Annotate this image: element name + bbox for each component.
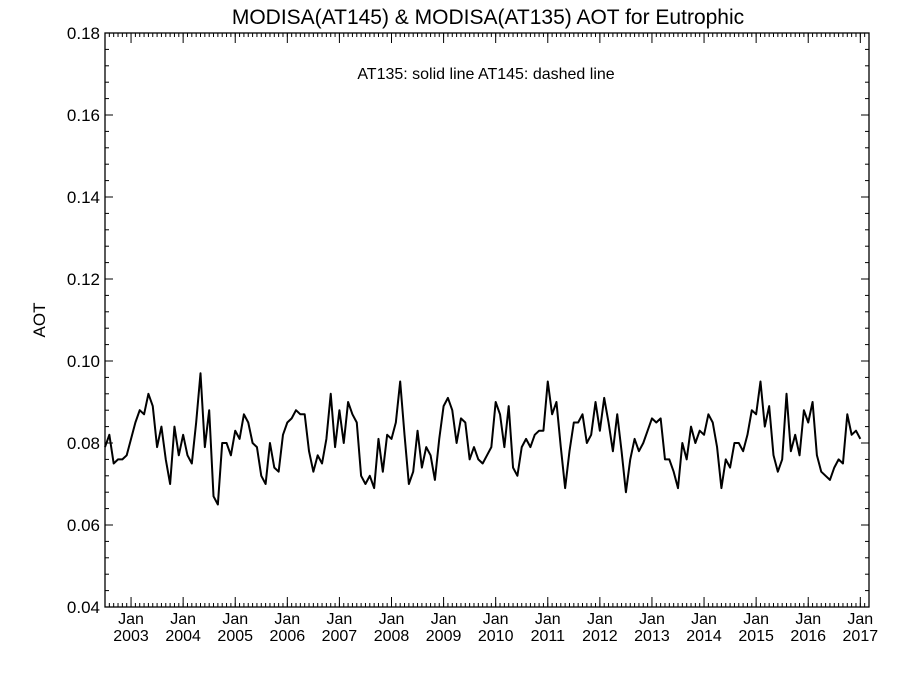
- x-tick-year-label: 2012: [582, 628, 618, 645]
- x-tick-month-label: Jan: [795, 611, 821, 628]
- x-tick-year-label: 2007: [322, 628, 358, 645]
- x-tick-month-label: Jan: [170, 611, 196, 628]
- x-tick-month-label: Jan: [327, 611, 353, 628]
- series-line-at135: [104, 372, 862, 506]
- x-tick-year-label: 2005: [217, 628, 253, 645]
- x-tick-year-label: 2008: [374, 628, 410, 645]
- x-tick-year-label: 2003: [113, 628, 149, 645]
- x-tick-year-label: 2013: [634, 628, 670, 645]
- x-tick-year-label: 2015: [738, 628, 774, 645]
- y-tick-label: 0.04: [67, 598, 100, 617]
- x-tick-month-label: Jan: [743, 611, 769, 628]
- x-tick-month-label: Jan: [483, 611, 509, 628]
- line-style-legend: AT135: solid line AT145: dashed line: [357, 66, 614, 83]
- x-tick-month-label: Jan: [274, 611, 300, 628]
- y-axis: 0.04 0.06 0.08 0.10 0.12 0.14 0.16 0.18: [67, 24, 869, 617]
- y-tick-label: 0.14: [67, 188, 100, 207]
- x-tick-month-label: Jan: [535, 611, 561, 628]
- x-tick-month-label: Jan: [118, 611, 144, 628]
- y-tick-label: 0.08: [67, 434, 100, 453]
- x-tick-month-label: Jan: [639, 611, 665, 628]
- x-axis: Jan2003Jan2004Jan2005Jan2006Jan2007Jan20…: [108, 33, 879, 645]
- y-tick-label: 0.16: [67, 106, 100, 125]
- x-tick-month-label: Jan: [587, 611, 613, 628]
- x-tick-month-label: Jan: [691, 611, 717, 628]
- x-tick-year-label: 2010: [478, 628, 514, 645]
- chart-title: MODISA(AT145) & MODISA(AT135) AOT for Eu…: [232, 6, 744, 29]
- y-tick-label: 0.10: [67, 352, 100, 371]
- y-tick-label: 0.12: [67, 270, 100, 289]
- x-tick-month-label: Jan: [847, 611, 873, 628]
- x-tick-year-label: 2017: [843, 628, 879, 645]
- x-tick-month-label: Jan: [431, 611, 457, 628]
- x-tick-year-label: 2014: [686, 628, 722, 645]
- series-layer: [104, 372, 862, 506]
- x-tick-month-label: Jan: [222, 611, 248, 628]
- y-tick-label: 0.18: [67, 24, 100, 43]
- plot-frame: [104, 32, 870, 608]
- x-tick-year-label: 2016: [790, 628, 826, 645]
- x-tick-year-label: 2006: [270, 628, 306, 645]
- y-axis-label: AOT: [30, 303, 49, 338]
- x-tick-year-label: 2009: [426, 628, 462, 645]
- y-tick-label: 0.06: [67, 516, 100, 535]
- x-tick-year-label: 2011: [531, 628, 566, 645]
- x-tick-year-label: 2004: [165, 628, 201, 645]
- x-tick-month-label: Jan: [379, 611, 405, 628]
